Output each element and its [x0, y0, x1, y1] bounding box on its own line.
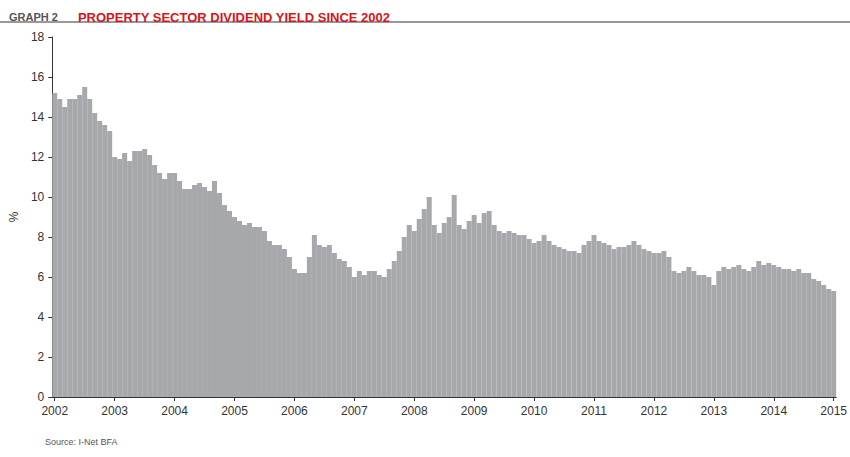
svg-text:Source: I-Net BFA: Source: I-Net BFA: [45, 437, 118, 447]
svg-text:4: 4: [38, 310, 45, 324]
svg-text:2012: 2012: [641, 404, 668, 418]
svg-text:2009: 2009: [461, 404, 488, 418]
svg-text:16: 16: [31, 70, 45, 84]
svg-text:2006: 2006: [281, 404, 308, 418]
svg-text:10: 10: [31, 190, 45, 204]
svg-text:2008: 2008: [401, 404, 428, 418]
svg-text:0: 0: [38, 390, 45, 404]
svg-text:8: 8: [38, 230, 45, 244]
svg-text:2013: 2013: [700, 404, 727, 418]
svg-text:PROPERTY SECTOR DIVIDEND YIELD: PROPERTY SECTOR DIVIDEND YIELD SINCE 200…: [78, 10, 390, 25]
svg-text:GRAPH 2: GRAPH 2: [9, 11, 58, 23]
svg-text:18: 18: [31, 30, 45, 44]
svg-text:2002: 2002: [41, 404, 68, 418]
svg-text:2: 2: [38, 350, 45, 364]
svg-text:12: 12: [31, 150, 45, 164]
svg-text:%: %: [7, 211, 21, 222]
svg-text:2011: 2011: [581, 404, 607, 418]
svg-text:2007: 2007: [341, 404, 368, 418]
svg-text:6: 6: [38, 270, 45, 284]
svg-text:2005: 2005: [221, 404, 248, 418]
svg-text:2015: 2015: [820, 404, 847, 418]
svg-text:2003: 2003: [101, 404, 128, 418]
svg-text:2014: 2014: [760, 404, 787, 418]
svg-text:14: 14: [31, 110, 45, 124]
svg-text:2004: 2004: [161, 404, 188, 418]
svg-text:2010: 2010: [521, 404, 548, 418]
